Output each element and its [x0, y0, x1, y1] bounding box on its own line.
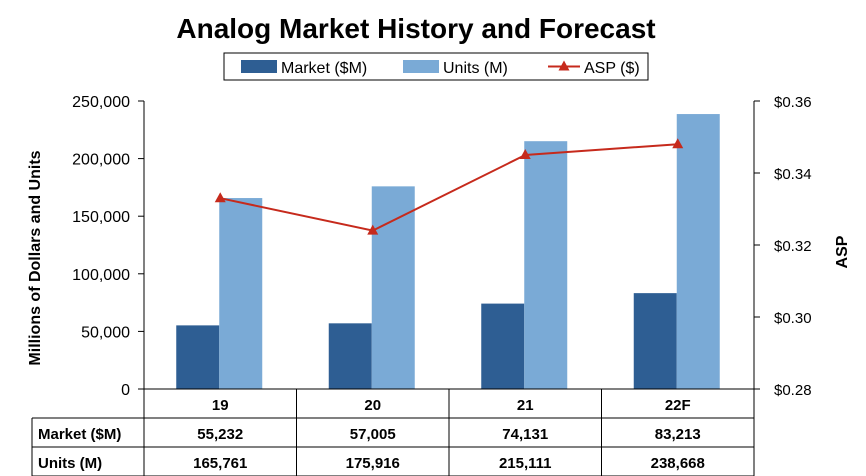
y2-axis-label: ASP	[834, 235, 851, 268]
y-tick-label: 200,000	[72, 152, 130, 169]
y2-tick-label: $0.36	[774, 94, 812, 111]
table-cell-market-m-21: 74,131	[502, 426, 548, 443]
table-cell-units-m-20: 175,916	[346, 455, 400, 472]
y-tick-label: 50,000	[81, 324, 130, 341]
asp-line	[220, 143, 678, 232]
plot-area: 0 50,000 100,000 150,000 200,000 250,000 $0.28…	[72, 94, 811, 399]
asp-marker-20	[367, 224, 379, 235]
legend-label-market-m: Market ($M)	[281, 60, 367, 77]
y2-tick-label: $0.34	[774, 166, 812, 183]
x-category-label: 19	[212, 397, 229, 414]
y-tick-label: 250,000	[72, 94, 130, 111]
y-tick-label: 150,000	[72, 209, 130, 226]
table-cell-market-m-20: 57,005	[350, 426, 396, 443]
legend-swatch-units-m	[403, 60, 439, 73]
asp-marker-19	[214, 192, 226, 203]
y2-tick-label: $0.32	[774, 238, 812, 255]
asp-marker-21	[519, 149, 531, 159]
bar-market-m-22F	[633, 293, 677, 389]
bar-units-m-19	[219, 198, 263, 389]
legend-label-asp: ASP ($)	[584, 60, 640, 77]
y-tick-label: 0	[121, 382, 130, 399]
table-cell-market-m-22F: 83,213	[655, 426, 701, 443]
legend-swatch-market-m	[241, 60, 277, 73]
table-cell-units-m-21: 215,111	[499, 455, 552, 472]
bar-units-m-20	[371, 186, 415, 389]
x-category-label: 21	[517, 397, 534, 414]
y2-tick-label: $0.28	[774, 382, 812, 399]
table-row-header: Units (M)	[38, 455, 102, 472]
legend: Market ($M) Units (M) ASP ($)	[223, 52, 649, 81]
legend-marker-asp	[558, 60, 570, 71]
y-axis-label: Millions of Dollars and Units	[27, 150, 44, 365]
bar-units-m-22F	[676, 114, 720, 389]
bar-units-m-21	[524, 141, 568, 389]
bar-market-m-19	[176, 325, 220, 389]
asp-marker-22F	[672, 138, 684, 149]
table-cell-market-m-19: 55,232	[197, 426, 243, 443]
table-cell-units-m-19: 165,761	[193, 455, 247, 472]
x-category-label: 20	[364, 397, 381, 414]
y-tick-label: 100,000	[72, 267, 130, 284]
table-row-header: Market ($M)	[38, 426, 121, 443]
x-category-label: 22F	[665, 397, 691, 414]
legend-label-units-m: Units (M)	[443, 60, 508, 77]
bar-market-m-20	[328, 323, 372, 389]
chart-title: Analog Market History and Forecast	[176, 13, 655, 44]
y2-tick-label: $0.30	[774, 310, 812, 327]
bar-market-m-21	[481, 303, 525, 389]
table-cell-units-m-22F: 238,668	[651, 455, 705, 472]
data-table: 19 20 21 22F Market ($M) 55,232 57,005 74,131 83…	[31, 388, 755, 476]
